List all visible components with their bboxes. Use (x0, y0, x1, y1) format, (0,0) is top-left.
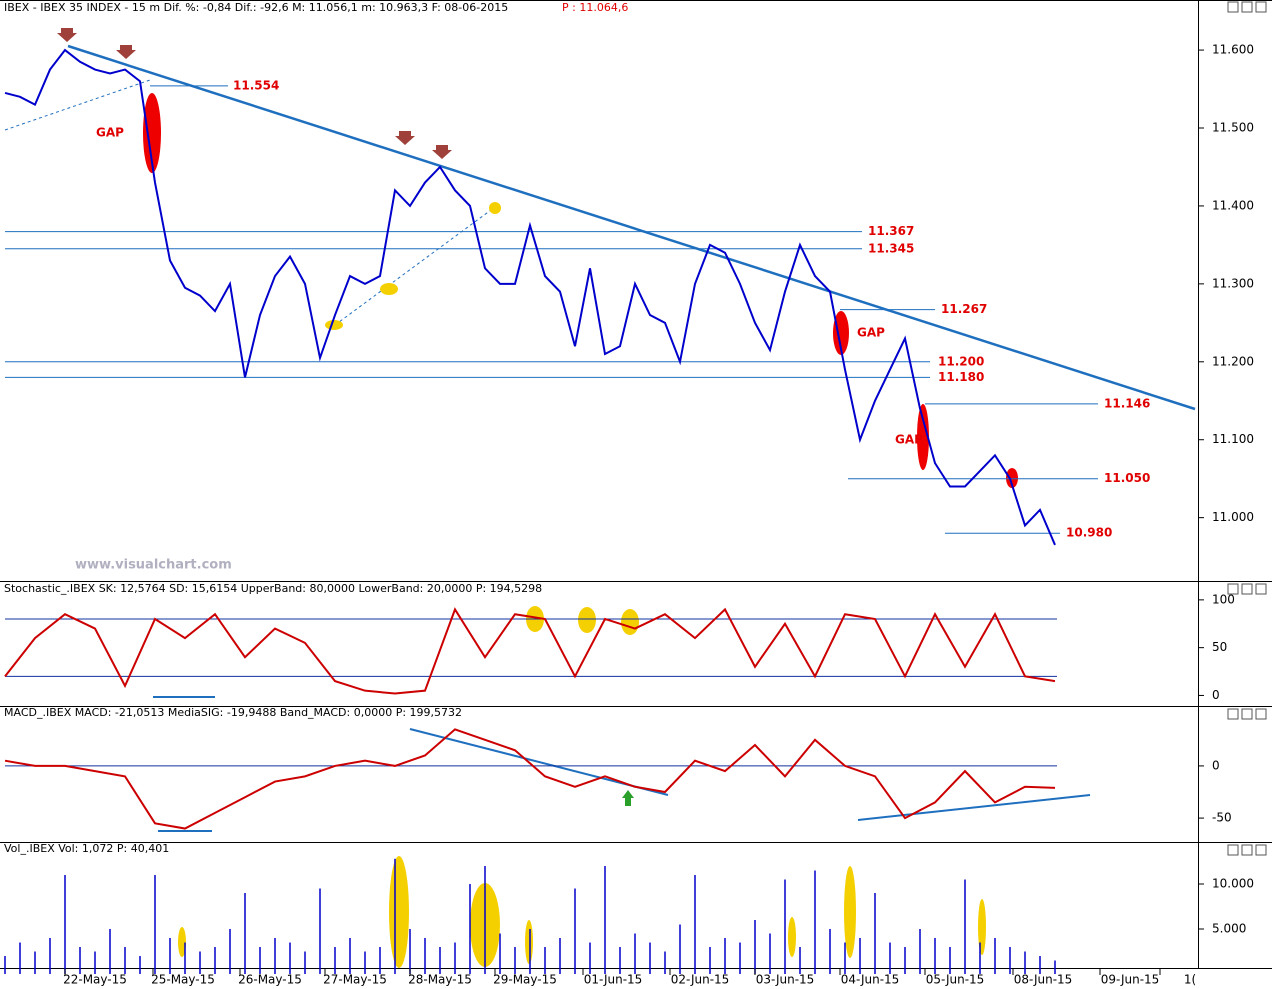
y-tick-label: 5.000 (1212, 922, 1246, 936)
x-tick-label: 08-Jun-15 (1014, 973, 1073, 987)
level-label: 11.200 (938, 354, 984, 368)
stoch-header: Stochastic_.IBEX SK: 12,5764 SD: 15,6154… (4, 582, 542, 595)
y-tick-label: 50 (1212, 640, 1227, 654)
x-tick-label: 29-May-15 (493, 973, 557, 987)
x-tick-label: 09-Jun-15 (1101, 973, 1160, 987)
gap-label: GAP (857, 326, 885, 340)
x-tick-label: 02-Jun-15 (671, 973, 730, 987)
y-tick-label: 11.200 (1212, 354, 1254, 368)
panel-frames (0, 0, 1272, 969)
series-line (4, 48, 1056, 546)
window-buttons[interactable] (1227, 1, 1267, 856)
series-line (4, 728, 1056, 830)
vol-header: Vol_.IBEX Vol: 1,072 P: 40,401 (4, 842, 169, 855)
level-label: 11.554 (233, 78, 279, 92)
price-header: IBEX - IBEX 35 INDEX - 15 m Dif. %: -0,8… (4, 1, 508, 14)
y-tick-label: 11.000 (1212, 510, 1254, 524)
gap-label: GAP (895, 433, 923, 447)
y-tick-label: 11.100 (1212, 432, 1254, 446)
watermark: www.visualchart.com (75, 558, 232, 573)
arrow-up (622, 790, 634, 806)
arrows (57, 28, 452, 159)
y-tick-label: 0 (1212, 688, 1220, 702)
y-tick-label: 11.300 (1212, 276, 1254, 290)
x-tick-label: 22-May-15 (63, 973, 127, 987)
level-label: 11.180 (938, 370, 984, 384)
support-line (4, 79, 151, 131)
x-tick-label: 04-Jun-15 (841, 973, 900, 987)
level-label: 11.345 (868, 241, 914, 255)
gap-ellipses (143, 93, 1018, 488)
x-tick-label: 05-Jun-15 (926, 973, 985, 987)
x-tick-label: 01-Jun-15 (584, 973, 643, 987)
y-tick-label: 100 (1212, 592, 1235, 606)
y-tick-label: 11.600 (1212, 43, 1254, 57)
y-tick-label: 10.000 (1212, 877, 1254, 891)
y-tick-label: 11.400 (1212, 198, 1254, 212)
y-tick-label: 0 (1212, 758, 1220, 772)
x-tick-label: 27-May-15 (323, 973, 387, 987)
x-tick-label: 03-Jun-15 (756, 973, 815, 987)
level-label: 10.980 (1066, 526, 1112, 540)
trend-line (67, 44, 1196, 411)
x-tick-label: 26-May-15 (238, 973, 302, 987)
series-line (4, 607, 1056, 695)
last-price: P : 11.064,6 (562, 1, 628, 14)
y-tick-label: 11.500 (1212, 121, 1254, 135)
highlight-markers (178, 202, 986, 968)
level-label: 11.267 (941, 302, 987, 316)
x-tick-label: 28-May-15 (408, 973, 472, 987)
level-label: 11.146 (1104, 396, 1150, 410)
x-tick-label: 1( (1184, 973, 1196, 987)
y-tick-label: -50 (1212, 811, 1232, 825)
level-label: 11.050 (1104, 471, 1150, 485)
macd-trend-line (857, 794, 1091, 821)
x-tick-label: 25-May-15 (151, 973, 215, 987)
gap-label: GAP (96, 126, 124, 140)
level-label: 11.367 (868, 224, 914, 238)
macd-header: MACD_.IBEX MACD: -21,0513 MediaSIG: -19,… (4, 706, 462, 719)
